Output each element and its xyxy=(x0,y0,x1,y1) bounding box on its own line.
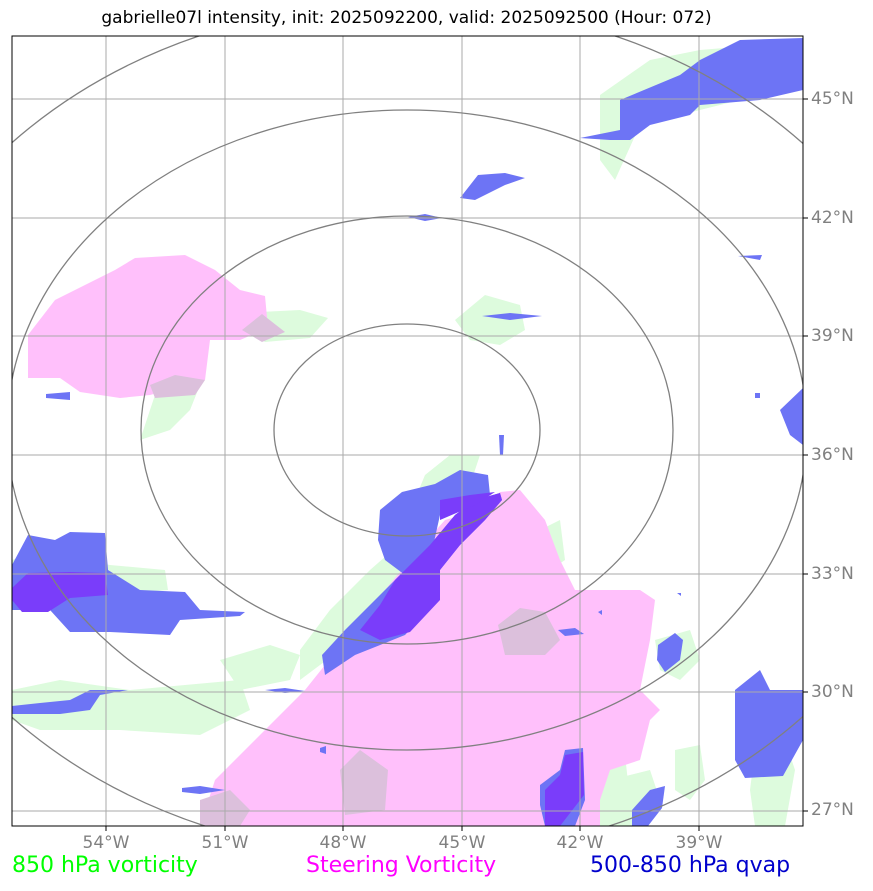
legend-850hpa-vorticity: 850 hPa vorticity xyxy=(12,853,198,878)
legend-steering-vorticity: Steering Vorticity xyxy=(306,853,497,878)
lat-label-36n: 36°N xyxy=(811,445,854,465)
lat-label-39n: 39°N xyxy=(811,326,854,346)
lat-label-30n: 30°N xyxy=(811,682,854,702)
lon-label-45w: 45°W xyxy=(438,833,486,853)
lat-label-42n: 42°N xyxy=(811,208,854,228)
lat-label-33n: 33°N xyxy=(811,564,854,584)
map-title: gabrielle07l intensity, init: 2025092200… xyxy=(101,8,712,28)
lat-label-27n: 27°N xyxy=(811,800,854,820)
lon-label-48w: 48°W xyxy=(319,833,367,853)
tick-marks xyxy=(105,98,808,831)
lon-label-42w: 42°W xyxy=(556,833,604,853)
lon-label-51w: 51°W xyxy=(201,833,249,853)
legend-qvap: 500-850 hPa qvap xyxy=(590,853,791,878)
range-rings xyxy=(12,36,803,826)
lat-label-45n: 45°N xyxy=(811,89,854,109)
lon-label-39w: 39°W xyxy=(675,833,723,853)
violet-overlap-areas xyxy=(12,492,584,826)
lon-label-54w: 54°W xyxy=(82,833,130,853)
map-frame xyxy=(11,35,804,827)
